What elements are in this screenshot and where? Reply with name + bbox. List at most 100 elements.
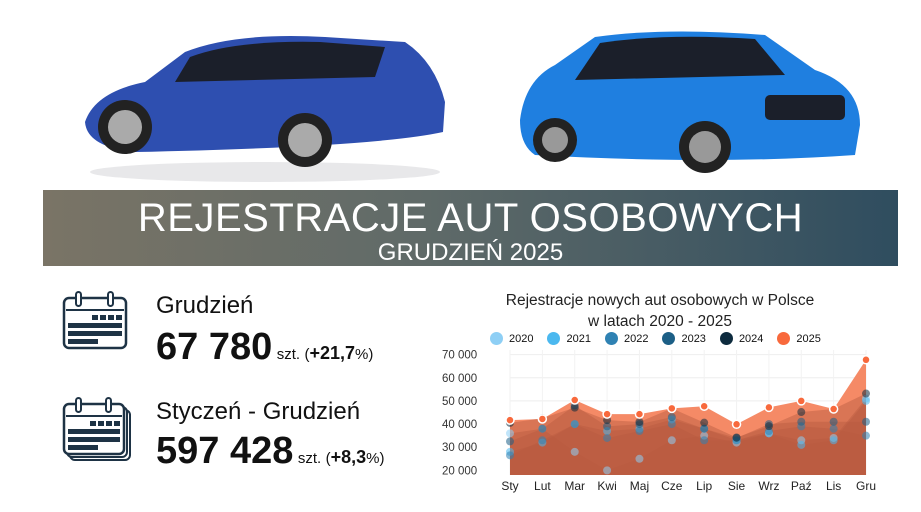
legend-item-2020[interactable]: 2020 bbox=[490, 332, 533, 345]
area-2024 bbox=[510, 393, 866, 475]
x-tick-label: Kwi bbox=[597, 479, 616, 493]
point-2021-Lis bbox=[829, 436, 838, 445]
banner-title: REJESTRACJE AUT OSOBOWYCH bbox=[137, 196, 804, 240]
legend-dot bbox=[547, 332, 561, 345]
legend-dot bbox=[777, 332, 791, 345]
legend-label: 2022 bbox=[623, 332, 649, 345]
point-2023-Paź bbox=[797, 417, 806, 426]
chart-legend: 2020 2021 2022 2023 2024 2025 bbox=[490, 332, 821, 345]
point-2025-Paź bbox=[796, 396, 807, 406]
legend-dot bbox=[662, 332, 676, 345]
area-2023 bbox=[510, 405, 866, 475]
x-tick-label: Gru bbox=[856, 479, 876, 493]
point-2022-Lis bbox=[829, 424, 838, 433]
legend-label: 2025 bbox=[796, 332, 821, 345]
chart-title: Rejestracje nowych aut osobowych w Polsc… bbox=[440, 290, 880, 332]
point-2024-Sie bbox=[732, 433, 741, 442]
stat-month-label: Grudzień bbox=[156, 292, 254, 319]
point-2020-Kwi bbox=[603, 466, 612, 475]
point-2025-Mar bbox=[569, 395, 580, 405]
area-2025 bbox=[510, 359, 866, 475]
y-tick-label: 50 000 bbox=[442, 396, 477, 408]
stat-year-value-row: 597 428 szt. (+8,3%) bbox=[156, 430, 385, 473]
x-tick-label: Sty bbox=[501, 479, 518, 493]
point-2023-Cze bbox=[667, 413, 676, 422]
point-2024-Paź bbox=[797, 408, 806, 417]
point-2020-Mar bbox=[570, 447, 579, 456]
x-tick-label: Cze bbox=[661, 479, 683, 493]
stat-year-unit: szt. bbox=[297, 450, 322, 467]
point-2022-Maj bbox=[635, 427, 644, 436]
point-2025-Maj bbox=[634, 409, 645, 419]
point-2021-Paź bbox=[797, 440, 806, 449]
legend-item-2022[interactable]: 2022 bbox=[604, 332, 649, 345]
point-2024-Maj bbox=[635, 417, 644, 426]
point-2022-Sty bbox=[506, 451, 514, 460]
chart-title-line1: Rejestracje nowych aut osobowych w Polsc… bbox=[505, 292, 815, 309]
x-tick-label: Wrz bbox=[758, 479, 779, 493]
calendar-icon bbox=[62, 291, 128, 350]
point-2025-Lip bbox=[699, 401, 709, 411]
registrations-area-chart: 20 000 30 000 40 000 50 000 60 000 70 000 Sty L… bbox=[442, 350, 876, 493]
area-2020 bbox=[510, 398, 866, 475]
chart-title-line2: w latach 2020 - 2025 bbox=[588, 313, 732, 330]
title-banner: REJESTRACJE AUT OSOBOWYCH GRUDZIEŃ 2025 bbox=[43, 190, 898, 266]
point-2025-Sie bbox=[731, 419, 742, 430]
point-2022-Gru bbox=[862, 431, 870, 440]
stat-year-label: Styczeń - Grudzień bbox=[156, 398, 361, 425]
point-2020-Cze bbox=[667, 436, 676, 445]
legend-label: 2024 bbox=[738, 332, 764, 345]
point-2020-Sty bbox=[506, 429, 514, 438]
point-2022-Cze bbox=[667, 420, 676, 429]
stat-month-value-row: 67 780 szt. (+21,7%) bbox=[156, 326, 373, 369]
point-2022-Mar bbox=[570, 420, 579, 429]
point-2022-Lip bbox=[700, 436, 709, 445]
legend-item-2023[interactable]: 2023 bbox=[662, 332, 706, 345]
paren-open: ( bbox=[325, 450, 331, 467]
stat-month-change: +21,7 bbox=[309, 343, 356, 363]
paren-open: ( bbox=[304, 346, 310, 363]
legend-dot bbox=[719, 332, 733, 345]
legend-dot bbox=[604, 332, 618, 345]
calendar-stack-icon bbox=[62, 397, 131, 461]
area-2021 bbox=[510, 400, 866, 475]
x-tick-label: Lip bbox=[696, 479, 712, 493]
x-tick-label: Lut bbox=[534, 479, 551, 493]
toyota-corolla-wagon-image bbox=[85, 36, 445, 182]
stat-year-change: +8,3 bbox=[330, 447, 367, 467]
point-2022-Lut bbox=[538, 436, 547, 445]
percent-close: %) bbox=[366, 450, 385, 467]
point-2024-Mar bbox=[570, 403, 579, 412]
percent-close: %) bbox=[355, 346, 374, 363]
legend-label: 2021 bbox=[566, 332, 591, 345]
point-2025-Kwi bbox=[602, 409, 612, 419]
stat-month-unit: szt. bbox=[276, 346, 301, 363]
point-2023-Sty bbox=[506, 437, 514, 446]
legend-label: 2023 bbox=[681, 332, 706, 345]
stat-year-value: 597 428 bbox=[156, 430, 294, 472]
point-2023-Gru bbox=[862, 417, 870, 426]
banner-subtitle: GRUDZIEŃ 2025 bbox=[377, 239, 564, 266]
legend-label: 2020 bbox=[509, 332, 534, 345]
point-2025-Cze bbox=[667, 403, 677, 414]
point-2025-Gru bbox=[861, 355, 871, 365]
skoda-octavia-combi-image bbox=[520, 31, 860, 173]
x-tick-label: Sie bbox=[728, 479, 746, 493]
x-tick-label: Lis bbox=[826, 479, 841, 493]
x-tick-label: Maj bbox=[630, 479, 649, 493]
area-2022 bbox=[510, 424, 866, 475]
legend-item-2025[interactable]: 2025 bbox=[777, 332, 821, 345]
point-2024-Lip bbox=[700, 418, 709, 427]
legend-dot bbox=[490, 332, 503, 345]
point-2024-Wrz bbox=[764, 422, 773, 431]
legend-item-2021[interactable]: 2021 bbox=[547, 332, 591, 345]
point-2025-Wrz bbox=[764, 402, 774, 413]
point-2022-Kwi bbox=[603, 433, 612, 442]
legend-item-2024[interactable]: 2024 bbox=[719, 332, 764, 345]
y-tick-label: 40 000 bbox=[442, 419, 477, 431]
point-2023-Lut bbox=[538, 424, 547, 433]
point-2024-Gru bbox=[862, 389, 870, 398]
point-2025-Lut bbox=[537, 414, 548, 424]
point-2025-Lis bbox=[828, 404, 839, 414]
y-tick-label: 30 000 bbox=[442, 442, 477, 454]
